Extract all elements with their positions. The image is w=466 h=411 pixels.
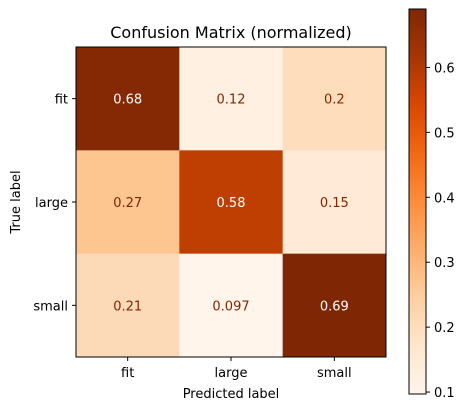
heatmap-cell-1-0 — [76, 150, 180, 255]
colorbar-tick-label: 0.1 — [434, 386, 455, 401]
y-axis-label: True label — [9, 170, 24, 234]
cell-value-label: 0.21 — [113, 299, 142, 314]
heatmap-cell-2-0 — [76, 253, 180, 358]
heatmap-cell-0-1 — [179, 47, 284, 151]
colorbar-ticks: 0.1 0.2 0.3 0.4 0.5 0.6 — [426, 61, 455, 401]
colorbar — [408, 8, 427, 395]
cell-value-label: 0.27 — [113, 196, 142, 211]
cell-value-label: 0.69 — [320, 299, 349, 314]
cell-value-label: 0.15 — [320, 196, 349, 211]
heatmap-cell-0-2 — [282, 47, 387, 151]
colorbar-tick-label: 0.5 — [434, 126, 455, 141]
colorbar-tick-label: 0.4 — [434, 191, 455, 206]
chart-title: Confusion Matrix (normalized) — [110, 23, 352, 42]
x-tick-label: small — [317, 366, 352, 381]
heatmap-cell-0-0 — [76, 47, 180, 151]
heatmap-cell-1-2 — [282, 150, 387, 255]
x-tick-label: fit — [121, 366, 134, 381]
y-tick-label: fit — [55, 93, 68, 108]
x-axis-ticks: fit large small — [121, 357, 352, 381]
heatmap-cell-2-1 — [179, 253, 284, 358]
heatmap-cell-2-2 — [282, 253, 387, 358]
cell-value-label: 0.58 — [217, 196, 246, 211]
x-tick-label: large — [215, 366, 248, 381]
colorbar-tick-label: 0.6 — [434, 61, 455, 76]
cell-value-label: 0.12 — [217, 93, 246, 108]
cell-value-label: 0.68 — [113, 93, 142, 108]
y-tick-label: large — [35, 196, 68, 211]
y-tick-label: small — [33, 299, 68, 314]
heatmap-cell-1-1 — [179, 150, 284, 255]
cell-value-label: 0.2 — [324, 93, 345, 108]
colorbar-tick-label: 0.2 — [434, 321, 455, 336]
x-axis-label: Predicted label — [183, 387, 280, 402]
heatmap-cells — [76, 47, 387, 358]
cell-value-label: 0.097 — [212, 299, 249, 314]
heatmap-cell-labels: 0.68 0.12 0.2 0.27 0.58 0.15 0.21 0.097 0.69 — [113, 93, 349, 315]
y-axis-ticks: fit large small — [33, 93, 76, 314]
colorbar-tick-label: 0.3 — [434, 256, 455, 271]
